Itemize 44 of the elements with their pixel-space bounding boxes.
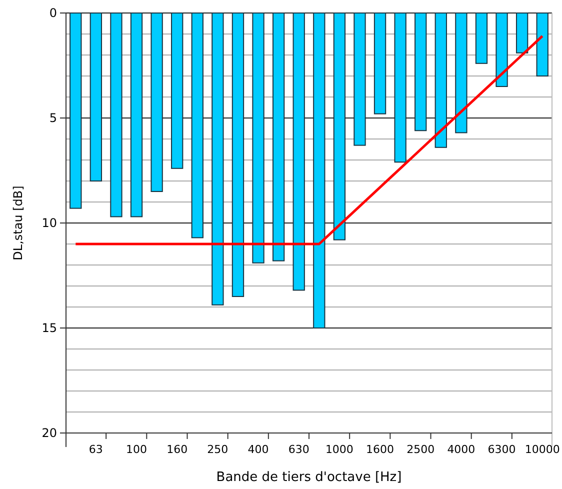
x-tick-label: 1600	[366, 443, 394, 456]
x-axis-title: Bande de tiers d'octave [Hz]	[216, 470, 402, 485]
bar	[292, 12, 305, 291]
x-tick-label: 4000	[447, 443, 476, 456]
bar	[191, 12, 204, 238]
bar	[212, 12, 224, 306]
bar	[516, 12, 528, 54]
x-tick-label: 6300	[488, 443, 516, 456]
bar	[130, 12, 143, 218]
x-tick-label: 10000	[524, 443, 560, 456]
bar	[232, 12, 244, 297]
bar	[434, 12, 447, 148]
y-tick-label: 15	[42, 321, 57, 336]
x-tick-label: 100	[126, 443, 148, 456]
y-tick-label: 20	[42, 426, 57, 440]
x-tick-label: 250	[207, 443, 228, 456]
bar	[394, 12, 406, 163]
bar	[536, 12, 548, 76]
bar	[70, 12, 82, 209]
bar	[374, 12, 386, 114]
x-tick-label: 160	[166, 443, 188, 456]
x-tick-label: 2500	[406, 443, 435, 456]
bar	[171, 12, 184, 169]
bar	[90, 12, 102, 182]
x-tick-label: 400	[248, 443, 269, 456]
x-tick-label: 630	[288, 443, 310, 456]
bar	[354, 12, 366, 146]
bar	[414, 12, 427, 132]
bar	[313, 12, 326, 328]
y-tick-label: 10	[42, 216, 57, 230]
bar	[272, 12, 285, 262]
bar	[475, 12, 488, 64]
x-tick-label: 63	[88, 443, 103, 456]
y-tick-label: 0	[49, 6, 57, 20]
bar	[496, 12, 508, 87]
bar	[150, 12, 163, 192]
y-tick-label: 5	[49, 111, 57, 126]
x-tick-label: 1000	[325, 443, 354, 456]
bar	[252, 12, 264, 264]
y-axis-title: DL,stau [dB]	[11, 186, 25, 260]
bar	[333, 12, 346, 240]
bar	[110, 12, 122, 218]
bar	[455, 12, 468, 134]
line-series	[74, 34, 544, 246]
